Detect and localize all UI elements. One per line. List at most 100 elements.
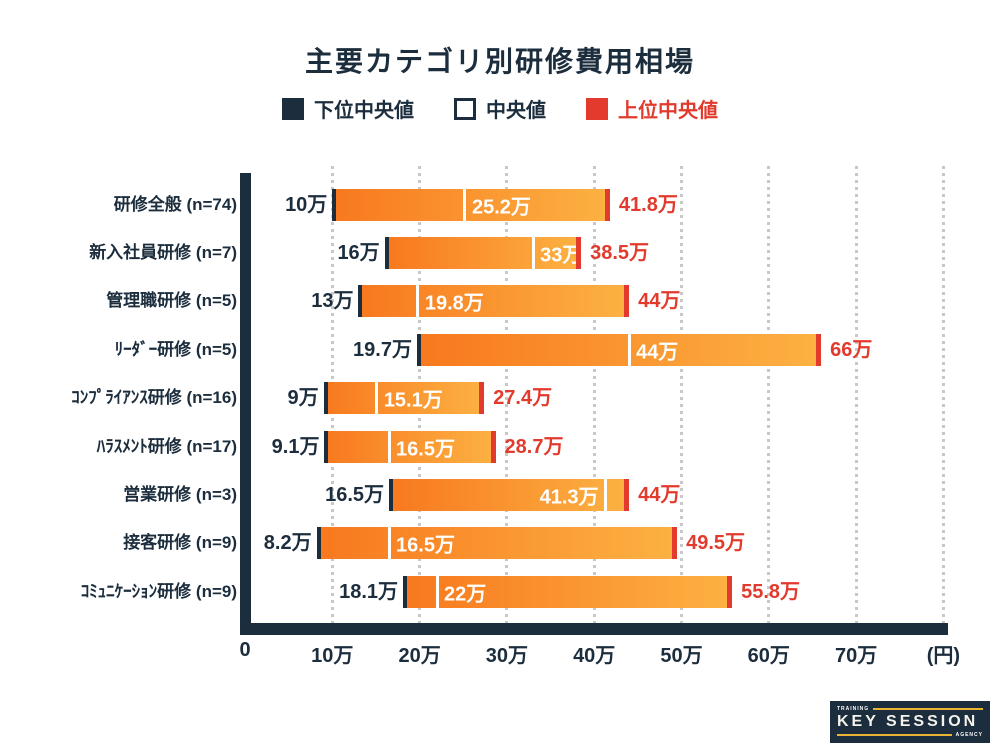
median-value: 22万 (444, 583, 487, 606)
lower-median-tick (403, 575, 407, 608)
category-label: ﾘｰﾀﾞｰ研修 (n=5) (114, 339, 237, 359)
upper-median-tick (604, 188, 610, 221)
x-tick-label: (円) (926, 645, 961, 667)
range-bar: 25.2万 (332, 188, 610, 221)
upper-median-tick (672, 527, 678, 560)
range-bar: 16.5万 (324, 430, 496, 463)
lower-median-value: 10万 (285, 193, 328, 216)
upper-median-value: 55.8万 (741, 580, 801, 603)
median-tick (387, 527, 391, 560)
legend-label: 中央値 (486, 100, 546, 122)
lower-median-tick (324, 430, 329, 463)
legend-label: 上位中央値 (618, 100, 718, 122)
gridline (592, 166, 596, 623)
x-tick-label: 30万 (485, 645, 529, 667)
x-tick-label: 0 (239, 639, 251, 661)
lower-median-value: 16万 (337, 241, 380, 264)
legend-item: 中央値 (454, 94, 546, 123)
lower-median-value: 16.5万 (325, 483, 385, 506)
lower-median-tick (384, 236, 389, 269)
logo-bottom-row: AGENCY (837, 732, 983, 738)
category-label: 接客研修 (n=9) (123, 533, 237, 553)
lower-median-tick (323, 382, 328, 415)
x-axis-line (240, 623, 948, 635)
x-tick-label: 50万 (660, 645, 703, 667)
lower-median-value: 8.2万 (263, 532, 312, 555)
range-bar: 19.8万 (358, 285, 630, 318)
median-value: 25.2万 (471, 196, 531, 218)
lower-median-tick (416, 333, 421, 366)
category-label: 管理職研修 (n=5) (106, 291, 237, 311)
lower-median-value: 18.1万 (339, 580, 399, 603)
median-value: 16.5万 (396, 534, 455, 557)
range-bar: 16.5万 (316, 527, 678, 560)
lower-median-tick (316, 527, 321, 560)
lower-median-tick (389, 478, 394, 511)
median-value: 16.5万 (396, 438, 455, 460)
range-bar: 44万 (416, 333, 822, 366)
lower-median-value: 19.7万 (353, 338, 412, 361)
category-label: ｺﾐｭﾆｹｰｼｮﾝ研修 (n=9) (80, 581, 237, 601)
upper-median-tick (624, 285, 630, 318)
white-swatch-icon (454, 97, 476, 120)
logo-agency-text: AGENCY (955, 732, 983, 738)
upper-median-value: 41.8万 (618, 193, 678, 216)
median-tick (531, 236, 535, 269)
upper-median-value: 66万 (830, 338, 873, 361)
median-tick (387, 430, 391, 463)
key-session-logo: TRAINING KEY SESSION AGENCY (830, 701, 990, 743)
upper-median-tick (727, 575, 733, 608)
category-label: ﾊﾗｽﾒﾝﾄ研修 (n=17) (96, 436, 237, 456)
upper-median-tick (576, 236, 582, 269)
logo-gold-line-top (873, 708, 983, 710)
category-label: 研修全般 (n=74) (113, 194, 237, 214)
median-tick (627, 333, 631, 366)
category-label: 新入社員研修 (n=7) (89, 242, 237, 262)
median-value: 15.1万 (383, 389, 443, 412)
category-label: 営業研修 (n=3) (123, 484, 237, 504)
x-tick-label: 20万 (398, 645, 441, 667)
x-tick-label: 60万 (747, 645, 790, 667)
gridline (505, 166, 509, 623)
gridline (680, 166, 683, 623)
median-value: 19.8万 (424, 292, 484, 315)
lower-median-tick (358, 285, 363, 318)
median-tick (435, 575, 439, 608)
chart-title: 主要カテゴリ別研修費用相場 (304, 46, 695, 77)
upper-median-tick (624, 478, 630, 511)
legend-item: 上位中央値 (586, 94, 718, 123)
median-tick (463, 188, 467, 221)
range-bar: 15.1万 (323, 382, 485, 415)
gridline (941, 166, 945, 623)
gridline (767, 166, 771, 623)
x-tick-label: 40万 (573, 645, 616, 667)
lower-median-value: 9.1万 (271, 435, 320, 458)
median-value: 44万 (636, 341, 679, 364)
upper-median-tick (816, 333, 822, 366)
upper-median-value: 44万 (638, 290, 681, 313)
legend: 下位中央値 中央値 上位中央値 (0, 94, 1000, 123)
logo-gold-line-bottom (837, 734, 952, 736)
x-tick-label: 70万 (834, 645, 878, 667)
median-tick (375, 382, 379, 415)
upper-median-value: 28.7万 (504, 435, 564, 458)
upper-median-value: 38.5万 (590, 241, 650, 264)
legend-item: 下位中央値 (282, 94, 414, 123)
range-bar: 22万 (403, 575, 733, 608)
lower-median-tick (332, 188, 337, 221)
lower-median-value: 13万 (311, 290, 354, 313)
legend-label: 下位中央値 (314, 100, 414, 122)
upper-median-value: 27.4万 (493, 387, 553, 410)
median-tick (604, 478, 608, 511)
logo-name-text: KEY SESSION (837, 713, 979, 730)
x-tick-label: 10万 (311, 645, 354, 667)
logo-top-row: TRAINING (837, 706, 983, 712)
gridline (854, 166, 858, 623)
range-bar: 41.3万 (389, 478, 630, 511)
upper-median-tick (490, 430, 496, 463)
upper-median-tick (479, 382, 485, 415)
navy-swatch-icon (282, 97, 304, 120)
y-axis-line (240, 173, 251, 635)
